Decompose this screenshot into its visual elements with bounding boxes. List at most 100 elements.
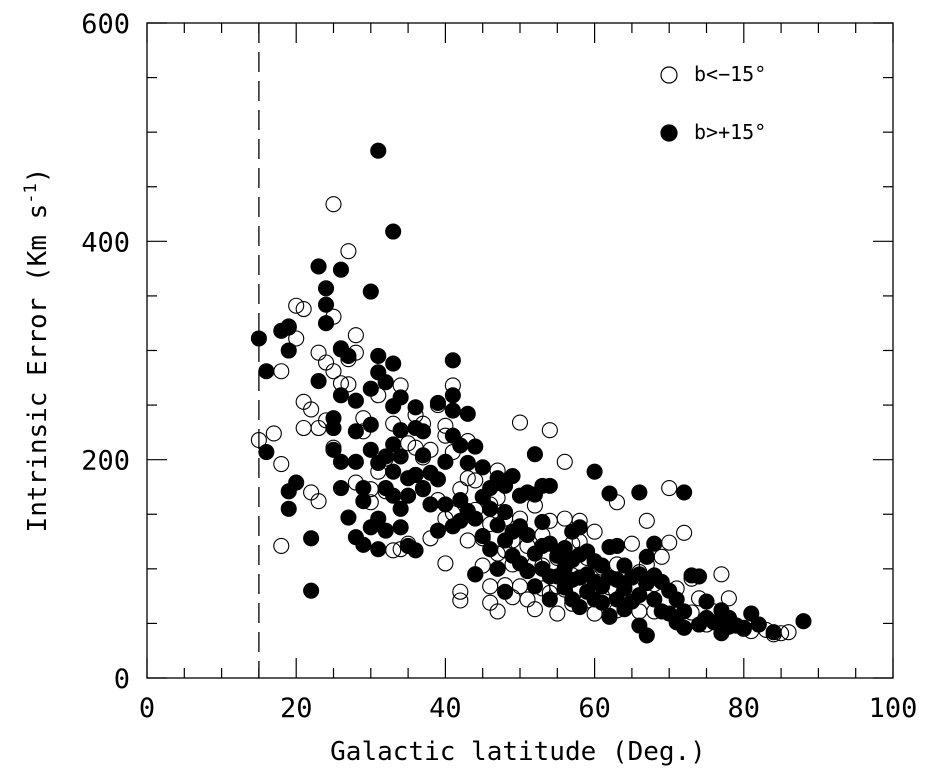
point-north bbox=[765, 624, 782, 641]
point-north bbox=[534, 513, 551, 530]
point-north bbox=[638, 548, 655, 565]
point-north bbox=[400, 487, 417, 504]
point-south bbox=[713, 566, 730, 583]
point-south bbox=[325, 363, 342, 380]
point-north bbox=[571, 519, 588, 536]
point-south bbox=[288, 297, 305, 314]
point-north bbox=[444, 352, 461, 369]
legend-label-north: b>+15° bbox=[694, 120, 766, 144]
point-north bbox=[362, 283, 379, 300]
point-north bbox=[594, 594, 611, 611]
point-north bbox=[347, 423, 364, 440]
x-axis-title: Galactic latitude (Deg.) bbox=[330, 737, 706, 767]
point-north bbox=[355, 536, 372, 553]
point-north bbox=[355, 493, 372, 510]
point-north bbox=[504, 467, 521, 485]
point-north bbox=[303, 530, 320, 547]
point-south bbox=[623, 535, 640, 552]
point-south bbox=[653, 548, 670, 565]
y-axis-title-main: Intrinsic Error (Km s bbox=[23, 204, 53, 533]
point-south bbox=[556, 510, 573, 527]
point-north bbox=[332, 387, 350, 404]
point-north bbox=[370, 541, 387, 558]
point-north bbox=[392, 389, 409, 406]
point-north bbox=[541, 535, 558, 552]
point-south bbox=[489, 603, 506, 620]
legend-filled-circle-marker bbox=[660, 124, 678, 142]
point-north bbox=[646, 535, 663, 552]
point-north bbox=[616, 580, 633, 597]
y-tick-label: 600 bbox=[81, 9, 130, 40]
point-north bbox=[795, 613, 812, 630]
x-tick-label: 60 bbox=[578, 693, 611, 724]
point-north bbox=[601, 608, 618, 625]
point-north bbox=[258, 443, 275, 461]
point-north bbox=[280, 318, 297, 335]
legend-label-south: b<−15° bbox=[694, 62, 766, 86]
point-south bbox=[310, 493, 327, 510]
point-north bbox=[616, 557, 633, 574]
point-south bbox=[452, 583, 469, 600]
point-north bbox=[377, 522, 394, 539]
point-south bbox=[459, 532, 476, 549]
point-north bbox=[452, 437, 469, 454]
point-north bbox=[444, 402, 461, 419]
point-north bbox=[429, 522, 446, 539]
point-north bbox=[392, 500, 409, 517]
point-south bbox=[676, 524, 693, 541]
point-north bbox=[497, 583, 514, 600]
legend-open-circle-marker bbox=[660, 66, 678, 84]
point-south bbox=[482, 578, 499, 595]
point-north bbox=[392, 448, 409, 465]
point-south bbox=[303, 401, 320, 418]
point-south bbox=[661, 479, 678, 497]
point-north bbox=[317, 315, 335, 332]
point-north bbox=[541, 477, 558, 494]
point-north bbox=[608, 537, 626, 554]
point-north bbox=[280, 500, 297, 517]
point-north bbox=[414, 447, 432, 464]
point-north bbox=[370, 510, 387, 527]
point-north bbox=[556, 540, 573, 557]
point-north bbox=[332, 261, 350, 278]
point-south bbox=[295, 419, 312, 437]
point-north bbox=[407, 399, 424, 416]
point-north bbox=[407, 542, 424, 559]
point-north bbox=[668, 591, 685, 608]
point-north bbox=[631, 586, 648, 604]
point-north bbox=[362, 441, 379, 458]
point-south bbox=[295, 300, 312, 318]
point-north bbox=[385, 463, 402, 480]
x-tick-label: 40 bbox=[429, 693, 462, 724]
point-north bbox=[332, 453, 350, 470]
point-north bbox=[377, 374, 394, 391]
x-tick-label: 100 bbox=[869, 693, 918, 724]
point-north bbox=[482, 541, 499, 558]
data-points bbox=[250, 142, 812, 644]
point-north bbox=[467, 438, 484, 455]
point-north bbox=[347, 453, 364, 470]
y-tick-label: 400 bbox=[81, 227, 130, 258]
point-north bbox=[280, 342, 297, 359]
point-north bbox=[638, 627, 655, 644]
point-north bbox=[258, 363, 275, 380]
point-north bbox=[437, 453, 454, 470]
point-north bbox=[325, 441, 342, 458]
point-north bbox=[735, 619, 752, 636]
point-north bbox=[429, 471, 446, 488]
point-south bbox=[541, 422, 558, 439]
point-north bbox=[459, 454, 476, 471]
point-north bbox=[429, 394, 446, 411]
point-north bbox=[482, 500, 499, 517]
point-north bbox=[385, 355, 402, 372]
point-south bbox=[638, 512, 655, 529]
point-north bbox=[362, 416, 379, 433]
point-north bbox=[340, 347, 357, 365]
point-south bbox=[586, 523, 603, 540]
point-north bbox=[676, 603, 693, 620]
point-south bbox=[467, 472, 484, 489]
point-south bbox=[265, 425, 282, 442]
point-north bbox=[631, 484, 648, 501]
point-north bbox=[332, 479, 350, 497]
